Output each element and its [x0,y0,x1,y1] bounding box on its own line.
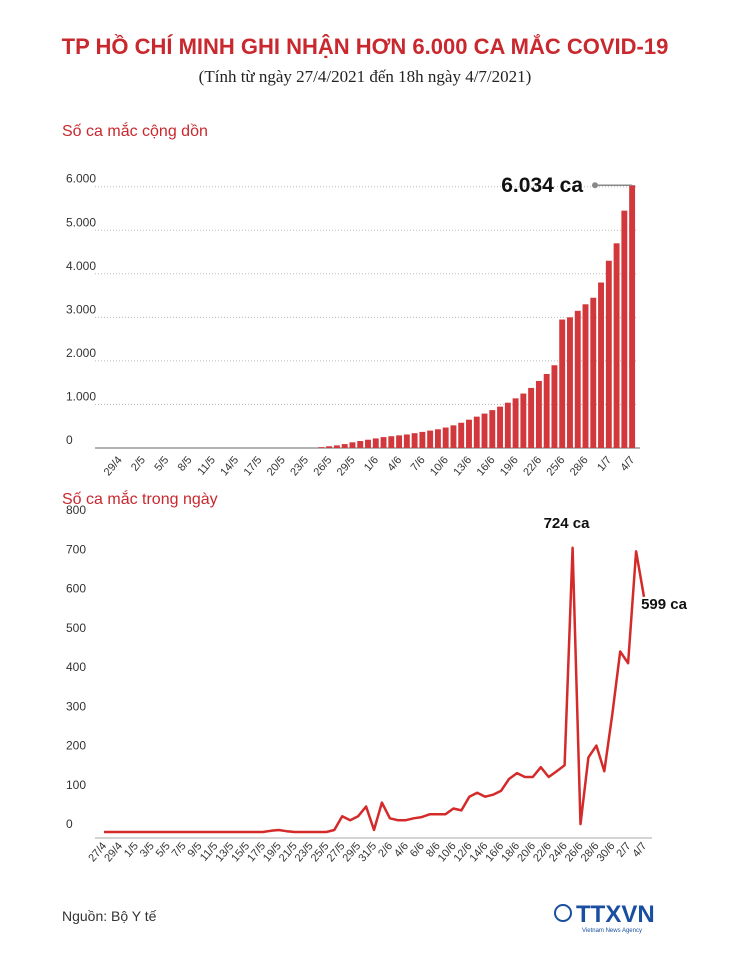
logo: TTXVN [576,901,655,928]
y-tick-label: 800 [66,503,86,517]
bar [442,427,449,448]
y-tick-label: 0 [66,817,73,831]
y-tick-label: 6.000 [66,172,96,186]
bar [590,297,597,448]
y-tick-label: 0 [66,433,73,447]
bar [349,442,356,448]
bar [318,447,325,448]
subtitle: (Tính từ ngày 27/4/2021 đến 18h ngày 4/7… [199,67,532,86]
bar [613,243,620,448]
y-tick-label: 4.000 [66,259,96,273]
bar [372,438,379,448]
bar [434,429,441,448]
bar [535,380,542,448]
y-tick-label: 200 [66,739,86,753]
y-tick-label: 400 [66,660,86,674]
bar [450,425,457,448]
bar [326,446,333,448]
bar [481,413,488,448]
bar [388,436,395,448]
bar [520,393,527,448]
bar [357,441,364,448]
bar [605,260,612,448]
y-tick-label: 2.000 [66,346,96,360]
bar [543,373,550,448]
title: TP HỒ CHÍ MINH GHI NHẬN HƠN 6.000 CA MẮC… [62,34,669,59]
bar [512,398,519,448]
y-tick-label: 600 [66,582,86,596]
value-label: 6.034 ca [501,174,583,197]
y-tick-label: 3.000 [66,302,96,316]
bar [341,444,348,448]
bar [629,185,636,448]
bar [411,433,418,448]
y-tick-label: 100 [66,778,86,792]
source: Nguồn: Bộ Y tế [62,908,157,924]
bar [403,434,410,448]
bar [419,431,426,448]
y-tick-label: 1.000 [66,389,96,403]
bar [458,422,465,448]
bar [528,387,535,448]
bar [427,430,434,448]
logo-subtitle: Vietnam News Agency [582,928,642,934]
bar [551,365,558,448]
bar [466,419,472,448]
bar [380,437,387,448]
line [104,546,646,834]
bar [559,319,566,448]
bar [333,445,340,448]
value-label: 724 ca [544,515,591,532]
bar [473,416,480,448]
value-label: 599 ca [641,596,688,613]
bar [621,210,628,448]
bar [567,317,573,448]
bar [497,406,504,448]
chart-title: Số ca mắc trong ngày [62,489,218,508]
chart-title: Số ca mắc cộng dồn [62,121,208,140]
y-tick-label: 5.000 [66,215,96,229]
label-dot [592,182,598,189]
bar [598,282,604,448]
y-tick-label: 700 [66,542,86,556]
y-tick-label: 500 [66,621,86,635]
logo-icon [554,904,572,922]
bar [489,410,496,448]
bar [504,402,511,448]
bar [574,310,581,448]
bar [396,435,403,448]
y-tick-label: 300 [66,699,86,713]
bar [582,304,589,448]
bar [365,439,371,448]
